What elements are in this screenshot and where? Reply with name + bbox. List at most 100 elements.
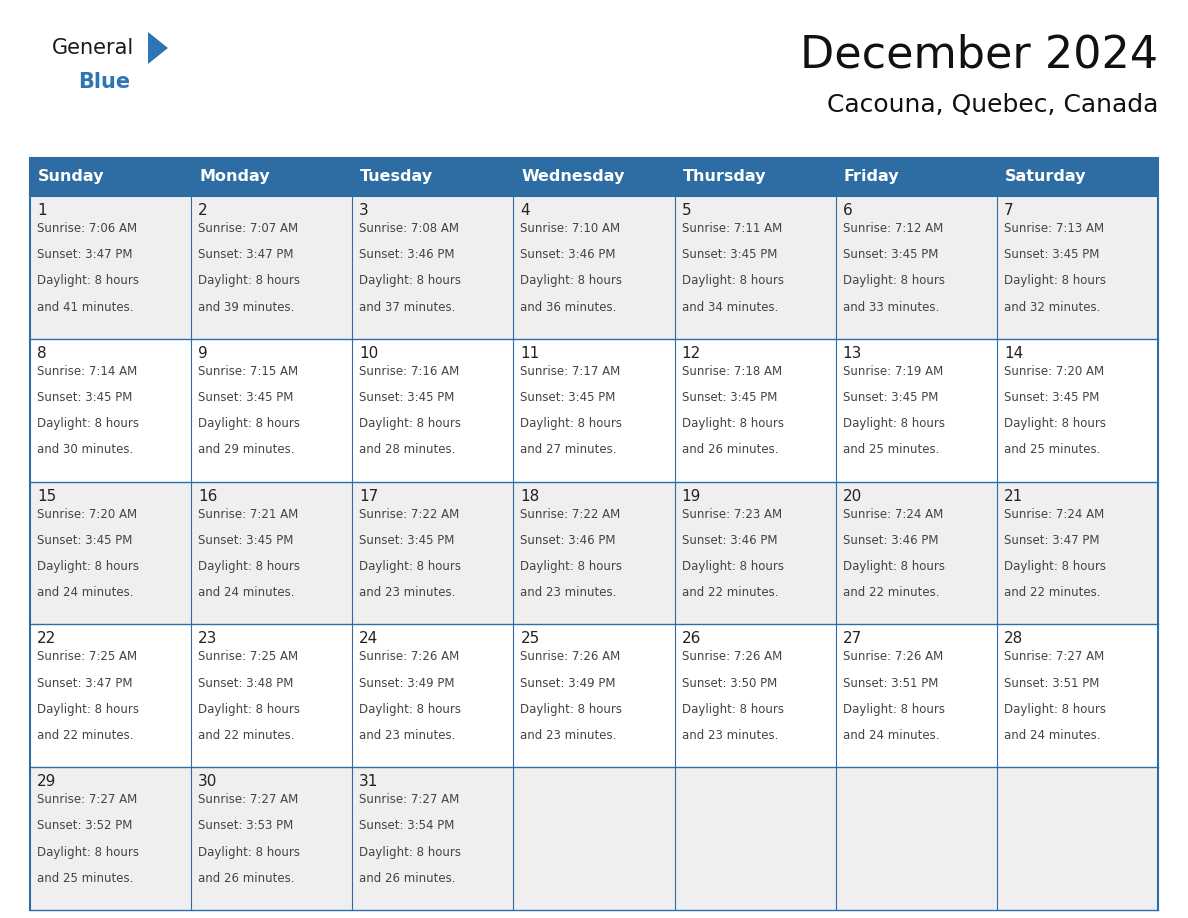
Bar xyxy=(997,196,1158,339)
Text: Daylight: 8 hours: Daylight: 8 hours xyxy=(520,418,623,431)
Text: Sunrise: 7:16 AM: Sunrise: 7:16 AM xyxy=(359,364,460,378)
Text: and 26 minutes.: and 26 minutes. xyxy=(359,872,456,885)
Text: 10: 10 xyxy=(359,346,379,361)
Text: Sunrise: 7:26 AM: Sunrise: 7:26 AM xyxy=(682,650,782,664)
Text: Daylight: 8 hours: Daylight: 8 hours xyxy=(37,703,139,716)
Text: Sunrise: 7:25 AM: Sunrise: 7:25 AM xyxy=(198,650,298,664)
Text: Sunset: 3:52 PM: Sunset: 3:52 PM xyxy=(37,820,132,833)
Text: Sunset: 3:45 PM: Sunset: 3:45 PM xyxy=(198,391,293,404)
Bar xyxy=(997,767,1158,910)
Text: Daylight: 8 hours: Daylight: 8 hours xyxy=(198,703,301,716)
Text: Cacouna, Quebec, Canada: Cacouna, Quebec, Canada xyxy=(827,93,1158,117)
Text: Sunset: 3:49 PM: Sunset: 3:49 PM xyxy=(520,677,615,689)
Text: Daylight: 8 hours: Daylight: 8 hours xyxy=(37,845,139,858)
Bar xyxy=(835,158,997,196)
Text: 22: 22 xyxy=(37,632,56,646)
Text: Daylight: 8 hours: Daylight: 8 hours xyxy=(682,560,784,573)
Text: Sunrise: 7:22 AM: Sunrise: 7:22 AM xyxy=(520,508,620,521)
Text: and 22 minutes.: and 22 minutes. xyxy=(842,587,940,599)
Polygon shape xyxy=(148,32,168,64)
Bar xyxy=(835,767,997,910)
Text: and 32 minutes.: and 32 minutes. xyxy=(1004,301,1100,314)
Text: Sunset: 3:45 PM: Sunset: 3:45 PM xyxy=(1004,391,1099,404)
Text: Sunset: 3:50 PM: Sunset: 3:50 PM xyxy=(682,677,777,689)
Text: 30: 30 xyxy=(198,774,217,789)
Text: Sunset: 3:45 PM: Sunset: 3:45 PM xyxy=(198,534,293,547)
Text: Sunset: 3:48 PM: Sunset: 3:48 PM xyxy=(198,677,293,689)
Text: Blue: Blue xyxy=(78,72,131,92)
Text: Wednesday: Wednesday xyxy=(522,170,625,185)
Bar xyxy=(30,624,191,767)
Bar xyxy=(353,482,513,624)
Text: Sunset: 3:45 PM: Sunset: 3:45 PM xyxy=(682,248,777,262)
Bar xyxy=(997,482,1158,624)
Text: 7: 7 xyxy=(1004,203,1013,218)
Text: Sunrise: 7:14 AM: Sunrise: 7:14 AM xyxy=(37,364,138,378)
Text: and 22 minutes.: and 22 minutes. xyxy=(37,729,133,742)
Bar xyxy=(191,196,353,339)
Bar xyxy=(513,767,675,910)
Text: and 27 minutes.: and 27 minutes. xyxy=(520,443,617,456)
Text: Sunset: 3:51 PM: Sunset: 3:51 PM xyxy=(1004,677,1099,689)
Text: Sunset: 3:46 PM: Sunset: 3:46 PM xyxy=(842,534,939,547)
Text: Sunset: 3:54 PM: Sunset: 3:54 PM xyxy=(359,820,455,833)
Text: Sunrise: 7:24 AM: Sunrise: 7:24 AM xyxy=(1004,508,1104,521)
Bar xyxy=(30,339,191,482)
Text: Sunrise: 7:18 AM: Sunrise: 7:18 AM xyxy=(682,364,782,378)
Bar xyxy=(30,482,191,624)
Text: 2: 2 xyxy=(198,203,208,218)
Bar xyxy=(675,339,835,482)
Bar xyxy=(675,482,835,624)
Text: and 23 minutes.: and 23 minutes. xyxy=(520,729,617,742)
Text: Sunset: 3:45 PM: Sunset: 3:45 PM xyxy=(520,391,615,404)
Bar xyxy=(835,482,997,624)
Text: 26: 26 xyxy=(682,632,701,646)
Text: 19: 19 xyxy=(682,488,701,504)
Text: Sunrise: 7:27 AM: Sunrise: 7:27 AM xyxy=(359,793,460,806)
Text: and 30 minutes.: and 30 minutes. xyxy=(37,443,133,456)
Text: and 24 minutes.: and 24 minutes. xyxy=(1004,729,1100,742)
Bar xyxy=(30,158,191,196)
Bar xyxy=(191,624,353,767)
Text: Daylight: 8 hours: Daylight: 8 hours xyxy=(520,560,623,573)
Bar xyxy=(353,767,513,910)
Text: Sunrise: 7:27 AM: Sunrise: 7:27 AM xyxy=(198,793,298,806)
Text: Sunset: 3:45 PM: Sunset: 3:45 PM xyxy=(842,248,939,262)
Text: Daylight: 8 hours: Daylight: 8 hours xyxy=(37,274,139,287)
Text: Sunset: 3:46 PM: Sunset: 3:46 PM xyxy=(520,248,615,262)
Text: Sunset: 3:45 PM: Sunset: 3:45 PM xyxy=(359,534,455,547)
Text: Sunset: 3:49 PM: Sunset: 3:49 PM xyxy=(359,677,455,689)
Text: Sunset: 3:47 PM: Sunset: 3:47 PM xyxy=(1004,534,1099,547)
Text: Thursday: Thursday xyxy=(683,170,766,185)
Bar xyxy=(997,158,1158,196)
Text: 14: 14 xyxy=(1004,346,1023,361)
Text: Daylight: 8 hours: Daylight: 8 hours xyxy=(198,845,301,858)
Text: and 39 minutes.: and 39 minutes. xyxy=(198,301,295,314)
Text: and 24 minutes.: and 24 minutes. xyxy=(37,587,133,599)
Text: Daylight: 8 hours: Daylight: 8 hours xyxy=(682,274,784,287)
Text: Daylight: 8 hours: Daylight: 8 hours xyxy=(198,418,301,431)
Text: Daylight: 8 hours: Daylight: 8 hours xyxy=(359,703,461,716)
Text: Daylight: 8 hours: Daylight: 8 hours xyxy=(520,274,623,287)
Text: and 33 minutes.: and 33 minutes. xyxy=(842,301,939,314)
Bar xyxy=(513,482,675,624)
Text: Sunrise: 7:17 AM: Sunrise: 7:17 AM xyxy=(520,364,620,378)
Text: and 41 minutes.: and 41 minutes. xyxy=(37,301,133,314)
Text: Sunrise: 7:08 AM: Sunrise: 7:08 AM xyxy=(359,222,460,235)
Text: 9: 9 xyxy=(198,346,208,361)
Text: Daylight: 8 hours: Daylight: 8 hours xyxy=(1004,418,1106,431)
Text: Sunrise: 7:23 AM: Sunrise: 7:23 AM xyxy=(682,508,782,521)
Bar xyxy=(191,158,353,196)
Text: and 22 minutes.: and 22 minutes. xyxy=(198,729,295,742)
Text: Sunset: 3:45 PM: Sunset: 3:45 PM xyxy=(359,391,455,404)
Text: 27: 27 xyxy=(842,632,862,646)
Text: Daylight: 8 hours: Daylight: 8 hours xyxy=(37,560,139,573)
Text: Daylight: 8 hours: Daylight: 8 hours xyxy=(359,274,461,287)
Text: December 2024: December 2024 xyxy=(800,33,1158,76)
Text: Sunset: 3:46 PM: Sunset: 3:46 PM xyxy=(682,534,777,547)
Bar xyxy=(513,624,675,767)
Bar xyxy=(353,624,513,767)
Bar xyxy=(835,339,997,482)
Bar xyxy=(191,339,353,482)
Text: 6: 6 xyxy=(842,203,853,218)
